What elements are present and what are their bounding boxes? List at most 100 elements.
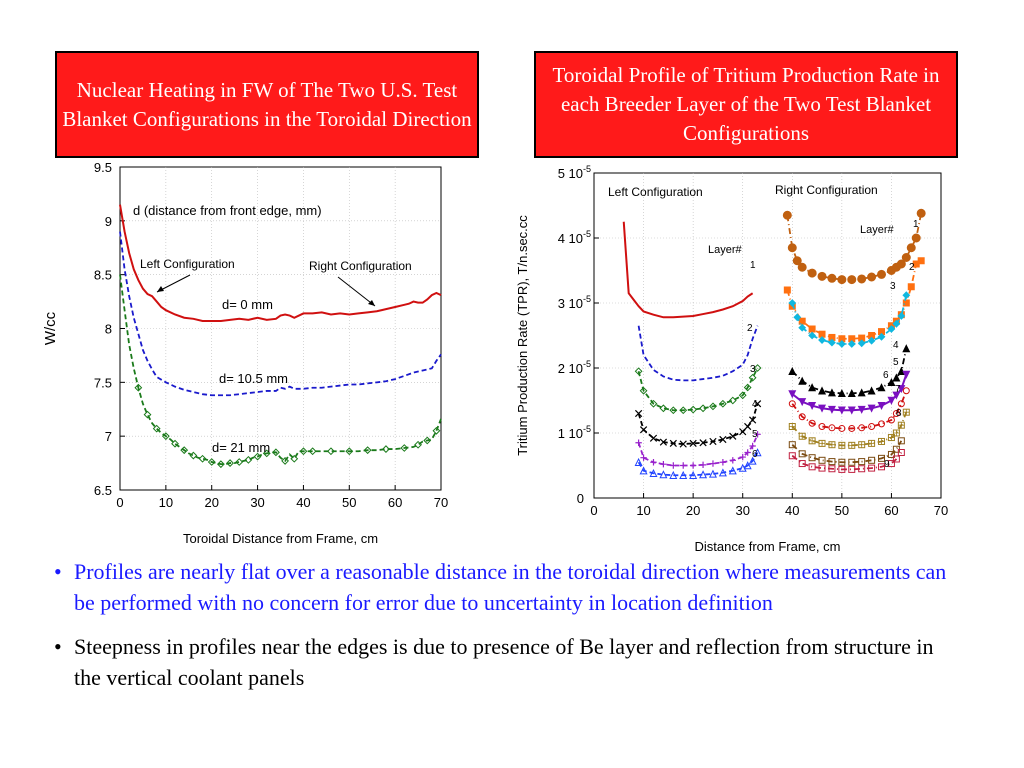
chart1-data-point	[171, 439, 179, 448]
chart1-data-point	[143, 410, 152, 419]
chart2-data-point	[902, 299, 910, 307]
chart2-data-point-cross	[838, 442, 845, 449]
chart2-data-point	[728, 396, 737, 405]
chart2-data-point	[679, 470, 688, 479]
chart2-data-point	[878, 454, 886, 462]
chart1-data-point	[134, 383, 143, 392]
chart2-data-point-cross	[848, 442, 855, 449]
chart2-series-7	[782, 208, 926, 285]
chart2-right-layer-number: 8	[896, 408, 902, 419]
chart2-data-point	[807, 268, 817, 278]
chart1-data-point	[253, 452, 262, 461]
chart2-data-point	[828, 458, 836, 466]
chart2-data-point	[878, 328, 886, 336]
chart1-series-line	[119, 274, 442, 466]
chart2-y-tick-label: 4 10	[558, 231, 583, 246]
chart2-data-point	[753, 400, 762, 408]
chart2-data-point	[868, 332, 876, 339]
chart2-data-point	[708, 469, 717, 478]
chart2-data-point	[887, 396, 896, 405]
chart2-data-point	[818, 464, 826, 472]
chart2-data-point	[907, 283, 915, 291]
chart1-data-point	[216, 460, 225, 469]
chart2-data-point	[718, 468, 727, 477]
chart2-data-point	[847, 406, 856, 415]
chart1-data-point	[244, 455, 253, 464]
chart2-data-point	[729, 432, 737, 440]
chart1-y-axis-label: W/cc	[42, 311, 59, 345]
chart2-data-point	[857, 388, 866, 397]
chart2-right-layer-number: 1	[913, 219, 919, 230]
chart2-data-point	[798, 323, 807, 332]
chart2-series-4	[634, 400, 762, 448]
chart2-data-point	[818, 330, 826, 338]
chart2-data-point	[709, 402, 717, 411]
chart2-data-point	[689, 405, 698, 414]
chart1-data-point	[327, 447, 335, 456]
chart2-data-point	[743, 383, 752, 392]
chart2-data-point	[783, 286, 791, 294]
chart1-right-config-arrowhead	[368, 300, 375, 306]
chart1-data-point	[414, 440, 422, 449]
chart2-data-point	[719, 459, 727, 466]
chart2-data-point	[892, 373, 901, 382]
chart2-y-tick-exponent: -5	[583, 164, 591, 174]
chart2-data-point	[797, 262, 807, 272]
chart2-data-point	[650, 459, 657, 466]
chart1-data-point	[382, 445, 390, 453]
chart1-data-point	[272, 448, 280, 457]
chart2-data-point	[877, 402, 886, 411]
chart2-data-point	[857, 339, 866, 348]
chart2-data-point	[649, 399, 658, 408]
chart2-left-layer-number: 3	[750, 364, 756, 375]
chart2-data-point	[902, 370, 911, 379]
chart2-left-layer-number: 1	[750, 260, 756, 271]
chart1-data-point	[299, 447, 308, 456]
chart2-data-point	[787, 243, 797, 253]
chart2-x-tick-label: 0	[590, 503, 597, 518]
chart2-data-point	[897, 449, 905, 456]
chart2-data-point	[897, 400, 905, 408]
chart1-data-point	[290, 454, 299, 463]
chart2-series-12	[788, 387, 910, 432]
chart2-series-6	[634, 448, 762, 479]
chart2-data-point	[892, 319, 901, 328]
chart2-left-layer-number: 6	[752, 449, 758, 460]
chart2-data-point	[749, 416, 757, 424]
chart2-x-axis-label: Distance from Frame, cm	[695, 539, 841, 554]
chart2-data-point	[848, 424, 856, 432]
chart1-series-3	[119, 274, 442, 469]
chart1-data-point	[262, 449, 271, 458]
chart2-data-point	[689, 462, 697, 469]
chart2-data-point	[788, 400, 796, 408]
chart2-data-point	[634, 409, 643, 418]
chart2-data-point	[669, 439, 677, 448]
chart2-data-point	[837, 389, 846, 398]
chart2-data-point	[838, 335, 846, 343]
chart1-x-tick-label: 20	[204, 495, 218, 510]
chart2-y-tick-label: 5 10	[558, 166, 583, 181]
chart1-data-point	[198, 454, 207, 463]
left-chart-title: Nuclear Heating in FW of The Two U.S. Te…	[55, 51, 479, 158]
chart2-data-point	[649, 468, 658, 477]
chart1-data-point	[152, 424, 161, 433]
chart2-data-point-cross	[888, 434, 895, 441]
chart1-left-config-label: Left Configuration	[140, 257, 235, 271]
chart2-data-point	[887, 377, 896, 386]
chart2-data-point	[659, 404, 668, 413]
chart1-y-tick-label: 7	[105, 429, 112, 444]
chart1-data-point	[161, 432, 170, 441]
bullet-list: • Profiles are nearly flat over a reasona…	[54, 556, 954, 706]
chart2-y-axis-label: Tritium Production Rate (TPR), T/n.sec.c…	[515, 215, 530, 456]
chart1-x-tick-label: 30	[250, 495, 264, 510]
chart2-data-point	[744, 422, 752, 431]
chart2-y-tick-label: 0	[577, 491, 584, 506]
chart2-data-point	[857, 405, 866, 414]
chart2-data-point	[808, 419, 816, 427]
chart1-series-line	[119, 231, 442, 397]
chart1-x-tick-label: 0	[116, 495, 123, 510]
chart1-data-point	[400, 444, 409, 452]
chart2-data-point	[828, 424, 836, 432]
chart2-data-point	[847, 275, 857, 285]
chart2-data-point	[798, 450, 806, 458]
